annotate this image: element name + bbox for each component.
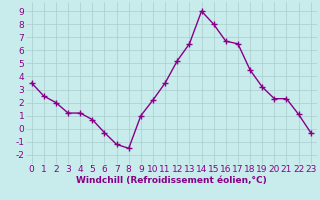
X-axis label: Windchill (Refroidissement éolien,°C): Windchill (Refroidissement éolien,°C) [76, 176, 267, 185]
